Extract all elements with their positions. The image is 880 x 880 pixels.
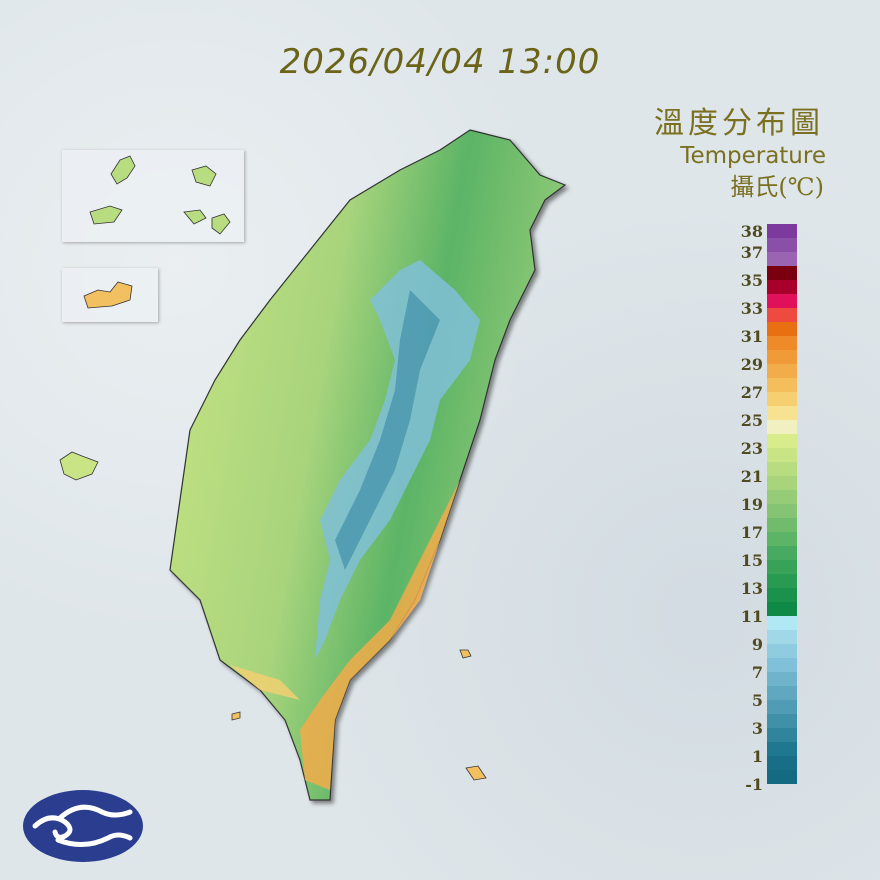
legend-swatch [767,700,797,714]
legend-swatch [767,378,797,392]
legend-swatch [767,728,797,742]
legend-label: 9 [751,635,763,654]
title-chinese: 溫度分布圖 [654,106,824,141]
legend-label: 1 [751,747,763,766]
taiwan-island [169,129,567,801]
legend-swatch [767,434,797,448]
legend-swatch [767,490,797,504]
cwa-logo [23,790,143,862]
legend-label: 21 [740,467,763,486]
legend-swatch [767,602,797,616]
legend-label: 17 [740,523,763,542]
timestamp: 2026/04/04 13:00 [279,42,601,82]
legend-swatch [767,476,797,490]
legend-label: 15 [740,551,763,570]
legend-label: 35 [740,271,763,290]
legend-label: 23 [740,439,763,458]
title-english: Temperature [680,143,826,169]
legend-swatch [767,574,797,588]
legend-swatch [767,322,797,336]
legend-swatch [767,252,797,266]
legend-swatch [767,756,797,770]
legend-label: 37 [740,243,763,262]
legend-swatch [767,560,797,574]
legend-label: 5 [751,691,763,710]
legend-label: 3 [751,719,763,738]
legend-swatch [767,686,797,700]
legend-swatch [767,714,797,728]
legend-label: 27 [740,383,763,402]
legend-swatch [767,518,797,532]
legend-swatch [767,546,797,560]
legend-swatch [767,630,797,644]
legend-swatch [767,308,797,322]
legend-swatch [767,742,797,756]
legend-swatch [767,224,797,238]
legend-label: 38 [740,222,763,241]
legend-swatch [767,672,797,686]
legend-swatch [767,238,797,252]
legend-swatch [767,280,797,294]
legend-swatch [767,532,797,546]
legend-swatch [767,644,797,658]
legend-swatch [767,350,797,364]
legend-label: 29 [740,355,763,374]
legend-swatch [767,658,797,672]
color-legend [767,224,797,784]
legend-label: 31 [740,327,763,346]
legend-swatch [767,294,797,308]
legend-swatch [767,336,797,350]
legend-label: 19 [740,495,763,514]
legend-label: 7 [751,663,763,682]
legend-swatch [767,364,797,378]
legend-swatch [767,770,797,784]
legend-label: -1 [745,775,763,794]
unit-label: 攝氏(℃) [730,173,824,201]
legend-swatch [767,266,797,280]
legend-swatch [767,588,797,602]
legend-swatch [767,504,797,518]
legend-swatch [767,462,797,476]
legend-label: 33 [740,299,763,318]
legend-swatch [767,406,797,420]
legend-swatch [767,448,797,462]
legend-swatch [767,420,797,434]
legend-label: 13 [740,579,763,598]
legend-swatch [767,392,797,406]
legend-swatch [767,616,797,630]
legend-label: 11 [740,607,763,626]
inset-islands [59,155,487,781]
legend-label: 25 [740,411,763,430]
